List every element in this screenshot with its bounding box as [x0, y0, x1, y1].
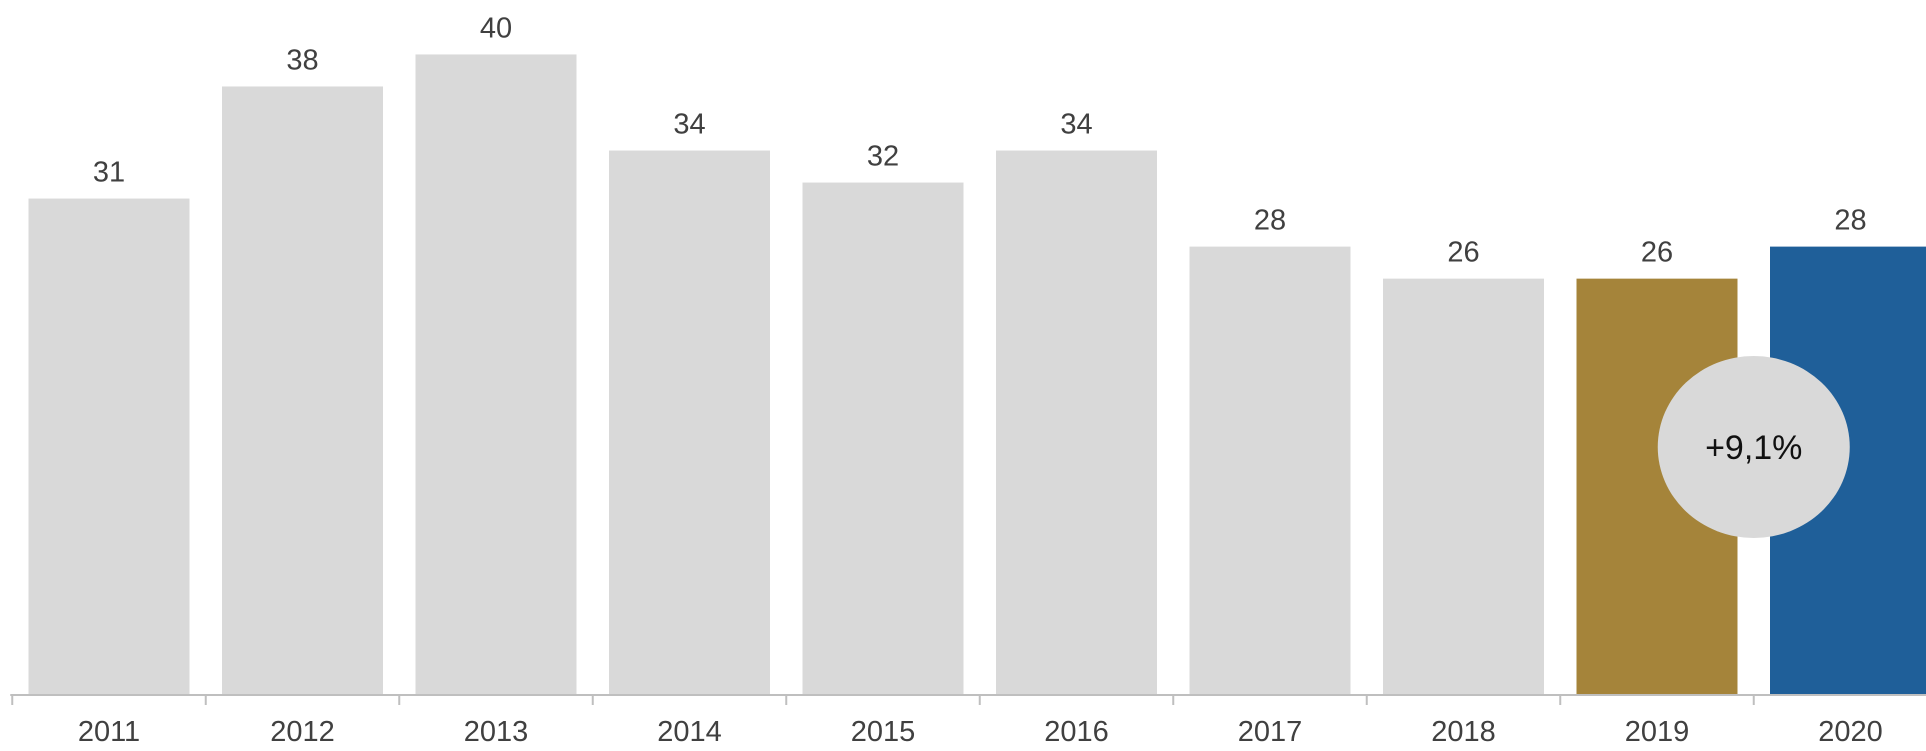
- bars-layer: [28, 54, 1926, 696]
- bar-2012: [222, 86, 383, 695]
- bar-2014: [609, 150, 770, 695]
- x-tick-label-2018: 2018: [1431, 716, 1496, 748]
- bar-2015: [802, 182, 964, 695]
- value-label-2015: 32: [867, 141, 899, 173]
- x-tick-label-2020: 2020: [1818, 716, 1883, 748]
- value-label-2017: 28: [1254, 205, 1286, 237]
- x-tick-label-2011: 2011: [78, 716, 140, 748]
- change-badge-text: +9,1%: [1705, 429, 1802, 467]
- change-badge: [1657, 356, 1850, 538]
- value-labels-layer: 31 38 40 34 32 34 28 26 26 28: [93, 12, 1867, 268]
- value-label-2011: 31: [93, 157, 125, 189]
- x-tick-label-2019: 2019: [1625, 716, 1690, 748]
- x-tick-label-2013: 2013: [464, 716, 529, 748]
- value-label-2016: 34: [1060, 109, 1092, 141]
- x-tick-label-2017: 2017: [1238, 716, 1303, 748]
- x-tick-label-2016: 2016: [1044, 716, 1109, 748]
- bar-2013: [415, 54, 577, 695]
- x-tick-label-2014: 2014: [657, 716, 722, 748]
- bar-2016: [996, 150, 1157, 695]
- value-label-2012: 38: [286, 44, 318, 76]
- bar-2017: [1189, 246, 1351, 695]
- x-tick-label-2015: 2015: [851, 716, 916, 748]
- change-annotation: +9,1%: [1657, 356, 1850, 538]
- bar-2018: [1383, 278, 1544, 695]
- bar-2011: [28, 198, 190, 696]
- x-tick-label-2012: 2012: [270, 716, 335, 748]
- value-label-2013: 40: [480, 12, 512, 44]
- x-axis: 2011 2012 2013 2014 2015 2016 2017 2018 2019 2020: [10, 694, 1926, 748]
- value-label-2020: 28: [1834, 205, 1866, 237]
- value-label-2019: 26: [1641, 237, 1673, 269]
- value-label-2014: 34: [673, 109, 705, 141]
- value-label-2018: 26: [1447, 237, 1479, 269]
